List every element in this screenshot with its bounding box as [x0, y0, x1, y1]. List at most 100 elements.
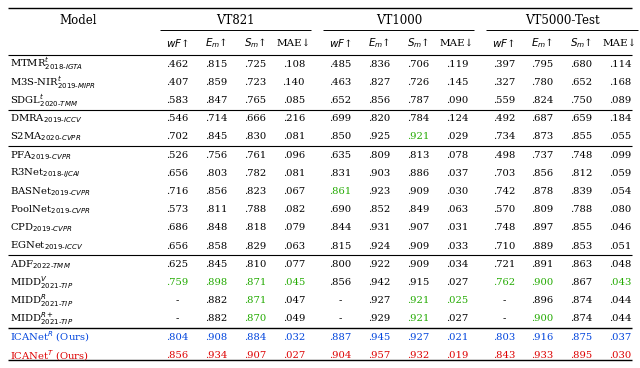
Text: .843: .843: [493, 351, 515, 360]
Text: .726: .726: [407, 78, 429, 87]
Text: .063: .063: [446, 205, 468, 214]
Text: .706: .706: [407, 60, 429, 68]
Text: .924: .924: [368, 242, 390, 251]
Text: .836: .836: [369, 60, 390, 68]
Text: ICANet$^{T}$ (Ours): ICANet$^{T}$ (Ours): [10, 348, 89, 363]
Text: .942: .942: [368, 278, 390, 287]
Text: .526: .526: [166, 151, 188, 160]
Text: .818: .818: [244, 223, 266, 233]
Text: .583: .583: [166, 96, 189, 105]
Text: .848: .848: [205, 223, 227, 233]
Text: .765: .765: [244, 96, 266, 105]
Text: .049: .049: [283, 314, 305, 323]
Text: ICANet$^{R}$ (Ours): ICANet$^{R}$ (Ours): [10, 330, 90, 344]
Text: $E_m$↑: $E_m$↑: [368, 36, 390, 50]
Text: .861: .861: [330, 187, 352, 196]
Text: .896: .896: [532, 296, 554, 305]
Text: .909: .909: [407, 187, 429, 196]
Text: .559: .559: [493, 96, 515, 105]
Text: .895: .895: [570, 351, 593, 360]
Text: .852: .852: [368, 205, 390, 214]
Text: .844: .844: [330, 223, 352, 233]
Text: .666: .666: [244, 114, 266, 123]
Text: .859: .859: [205, 78, 227, 87]
Text: .884: .884: [244, 333, 266, 342]
Text: .823: .823: [244, 187, 266, 196]
Text: .827: .827: [368, 78, 390, 87]
Text: .046: .046: [609, 223, 631, 233]
Text: .687: .687: [532, 114, 554, 123]
Text: .856: .856: [330, 278, 351, 287]
Text: .397: .397: [493, 60, 515, 68]
Text: .887: .887: [330, 333, 352, 342]
Text: .492: .492: [493, 114, 515, 123]
Text: VT821: VT821: [216, 14, 255, 26]
Text: .044: .044: [609, 314, 632, 323]
Text: .077: .077: [283, 260, 305, 269]
Text: .031: .031: [446, 223, 468, 233]
Text: .900: .900: [531, 278, 554, 287]
Text: .871: .871: [244, 296, 266, 305]
Text: .867: .867: [570, 278, 593, 287]
Text: .889: .889: [531, 242, 554, 251]
Text: .803: .803: [205, 169, 227, 178]
Text: .748: .748: [570, 151, 593, 160]
Text: .030: .030: [446, 187, 468, 196]
Text: .886: .886: [407, 169, 429, 178]
Text: .099: .099: [609, 151, 631, 160]
Text: .812: .812: [570, 169, 593, 178]
Text: .573: .573: [166, 205, 189, 214]
Text: CPD$_{\mathit{2019\text{-}CVPR}}$: CPD$_{\mathit{2019\text{-}CVPR}}$: [10, 222, 73, 234]
Text: -: -: [502, 296, 506, 305]
Text: .787: .787: [407, 96, 429, 105]
Text: .462: .462: [166, 60, 189, 68]
Text: .878: .878: [531, 187, 554, 196]
Text: MAE↓: MAE↓: [276, 39, 311, 47]
Text: .853: .853: [570, 242, 593, 251]
Text: .908: .908: [205, 333, 227, 342]
Text: .043: .043: [609, 278, 632, 287]
Text: .820: .820: [368, 114, 390, 123]
Text: .907: .907: [244, 351, 266, 360]
Text: .463: .463: [330, 78, 352, 87]
Text: .080: .080: [609, 205, 631, 214]
Text: .140: .140: [282, 78, 305, 87]
Text: .891: .891: [531, 260, 554, 269]
Text: .748: .748: [493, 223, 515, 233]
Text: $wF$↑: $wF$↑: [329, 37, 352, 49]
Text: -: -: [176, 314, 179, 323]
Text: .750: .750: [570, 96, 593, 105]
Text: .044: .044: [609, 296, 632, 305]
Text: .656: .656: [166, 242, 188, 251]
Text: .874: .874: [570, 296, 593, 305]
Text: .034: .034: [446, 260, 468, 269]
Text: .714: .714: [205, 114, 227, 123]
Text: PFA$_{\mathit{2019\text{-}CVPR}}$: PFA$_{\mathit{2019\text{-}CVPR}}$: [10, 149, 72, 162]
Text: .680: .680: [570, 60, 593, 68]
Text: .900: .900: [531, 314, 554, 323]
Text: .875: .875: [570, 333, 593, 342]
Text: .721: .721: [493, 260, 515, 269]
Text: .897: .897: [531, 223, 554, 233]
Text: .945: .945: [368, 333, 390, 342]
Text: .788: .788: [244, 205, 266, 214]
Text: PoolNet$_{\mathit{2019\text{-}CVPR}}$: PoolNet$_{\mathit{2019\text{-}CVPR}}$: [10, 203, 92, 216]
Text: .734: .734: [493, 132, 515, 141]
Text: .652: .652: [570, 78, 593, 87]
Text: .761: .761: [244, 151, 266, 160]
Text: .145: .145: [445, 78, 468, 87]
Text: .809: .809: [531, 205, 554, 214]
Text: .756: .756: [205, 151, 227, 160]
Text: .033: .033: [446, 242, 468, 251]
Text: .804: .804: [166, 333, 189, 342]
Text: .742: .742: [493, 187, 515, 196]
Text: .703: .703: [493, 169, 515, 178]
Text: VT5000-Test: VT5000-Test: [525, 14, 599, 26]
Text: .795: .795: [531, 60, 554, 68]
Text: .882: .882: [205, 296, 227, 305]
Text: .856: .856: [532, 169, 554, 178]
Text: MIDD$^{R}_{\mathit{2021\text{-}TIP}}$: MIDD$^{R}_{\mathit{2021\text{-}TIP}}$: [10, 292, 73, 309]
Text: BASNet$_{\mathit{2019\text{-}CVPR}}$: BASNet$_{\mathit{2019\text{-}CVPR}}$: [10, 185, 91, 198]
Text: .054: .054: [609, 187, 632, 196]
Text: .863: .863: [570, 260, 593, 269]
